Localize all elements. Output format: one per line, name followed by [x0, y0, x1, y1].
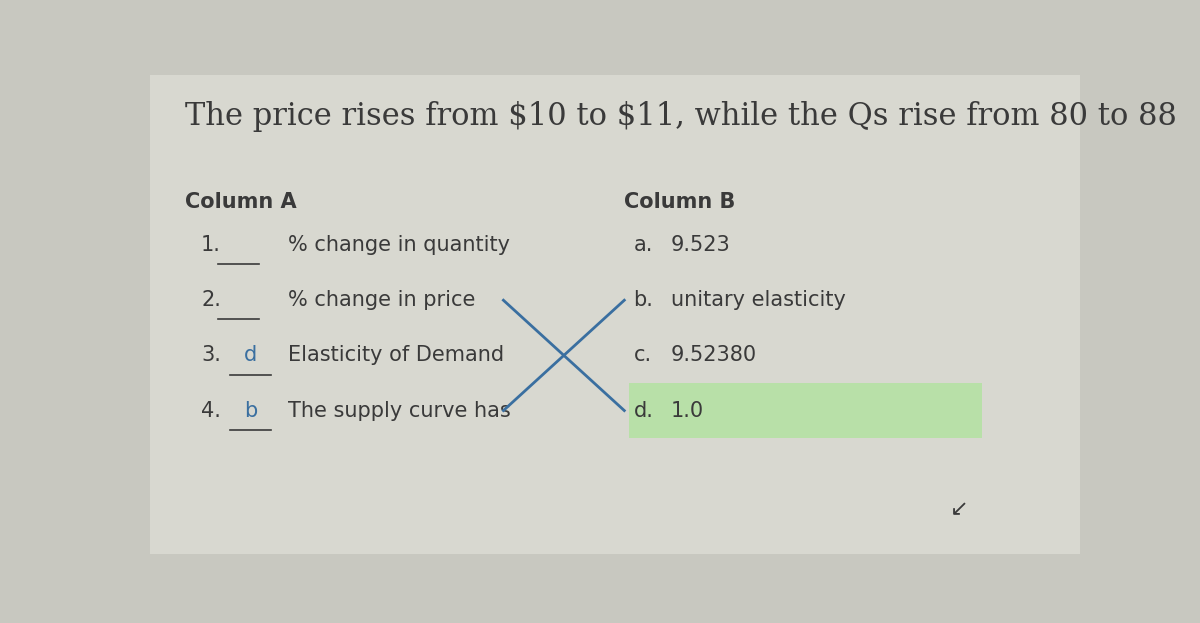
Text: The price rises from \$10 to \$11, while the Qs rise from 80 to 88: The price rises from \$10 to \$11, while… [185, 101, 1177, 132]
Text: unitary elasticity: unitary elasticity [671, 290, 846, 310]
Text: Elasticity of Demand: Elasticity of Demand [288, 345, 504, 366]
Text: % change in quantity: % change in quantity [288, 235, 510, 255]
FancyBboxPatch shape [150, 75, 1080, 554]
Text: ↙: ↙ [949, 499, 968, 519]
Text: d: d [244, 345, 257, 366]
Text: 1.: 1. [202, 235, 221, 255]
FancyBboxPatch shape [629, 383, 983, 439]
Text: The supply curve has: The supply curve has [288, 401, 510, 421]
Text: 2.: 2. [202, 290, 221, 310]
Text: b.: b. [634, 290, 654, 310]
Text: % change in price: % change in price [288, 290, 475, 310]
Text: 9.52380: 9.52380 [671, 345, 757, 366]
Text: d.: d. [634, 401, 654, 421]
Text: Column A: Column A [185, 193, 296, 212]
Text: 9.523: 9.523 [671, 235, 731, 255]
Text: b: b [244, 401, 257, 421]
Text: 4.: 4. [202, 401, 221, 421]
Text: 1.0: 1.0 [671, 401, 704, 421]
Text: Column B: Column B [624, 193, 736, 212]
Text: a.: a. [634, 235, 653, 255]
Text: 3.: 3. [202, 345, 221, 366]
Text: c.: c. [634, 345, 652, 366]
